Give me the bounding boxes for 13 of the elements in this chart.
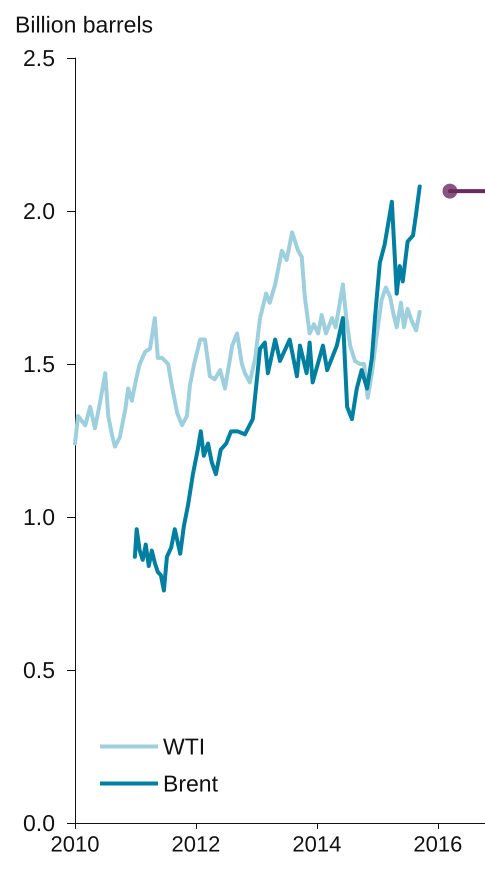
x-tick-label: 2014 bbox=[292, 832, 342, 856]
y-tick-label: 1.5 bbox=[23, 351, 55, 377]
y-axis-title: Billion barrels bbox=[15, 12, 154, 38]
line-series bbox=[73, 230, 422, 449]
y-tick-label: 2.0 bbox=[23, 198, 55, 224]
y-tick-label: 0.5 bbox=[23, 657, 55, 683]
x-tick-label: 2016 bbox=[413, 832, 462, 856]
line-series bbox=[132, 184, 422, 592]
x-tick-label: 2012 bbox=[171, 832, 220, 856]
legend-label: Brent bbox=[163, 770, 219, 796]
legend-label: WTI bbox=[163, 734, 206, 760]
y-tick-label: 2.5 bbox=[23, 45, 55, 71]
y-tick-label: 1.0 bbox=[23, 504, 55, 530]
